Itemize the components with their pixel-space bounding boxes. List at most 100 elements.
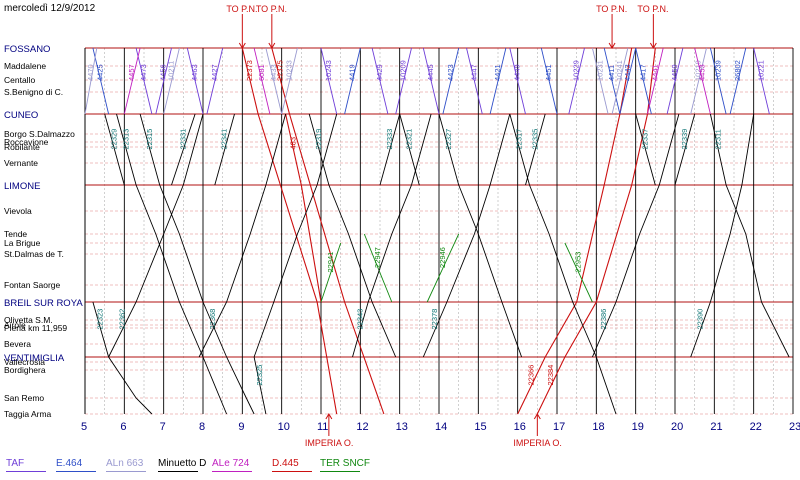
train-number-label: 4411 [607, 65, 616, 81]
train-path [104, 113, 125, 186]
train-path [92, 47, 110, 115]
hour-tick-label: 15 [474, 421, 486, 433]
terminus-annotation: IMPERIA O. [305, 438, 354, 448]
station-label: LIMONE [4, 181, 40, 192]
train-number-label: 10239 [713, 60, 722, 81]
train-number-label: 22321 [405, 129, 414, 150]
page-title: mercoledì 12/9/2012 [4, 3, 96, 14]
hour-tick-label: 6 [120, 421, 126, 433]
train-number-label: 4419 [347, 64, 356, 81]
train-path [371, 47, 389, 115]
train-number-label: 22329 [110, 129, 119, 150]
train-number-label: 22339 [680, 129, 689, 150]
train-path [352, 113, 432, 358]
train-path [399, 113, 420, 186]
train-path [509, 47, 526, 115]
train-path [635, 113, 656, 186]
train-number-label: 10241 [615, 60, 624, 81]
train-path [694, 47, 711, 115]
train-number-label: 26802 [733, 60, 742, 81]
train-number-label: 22366 [526, 365, 535, 386]
hour-tick-label: 10 [278, 421, 290, 433]
train-path [135, 47, 153, 115]
train-path [442, 47, 460, 115]
train-number-label: 4456 [159, 64, 168, 81]
station-label: La Brigue [4, 238, 41, 248]
train-number-label: 483 [288, 137, 297, 150]
train-path [603, 47, 621, 115]
train-number-label: 22319 [314, 129, 323, 150]
hour-tick-label: 12 [356, 421, 368, 433]
train-number-label: 4459 [670, 64, 679, 81]
hour-tick-label: 13 [396, 421, 408, 433]
train-number-label: 22315 [145, 129, 154, 150]
legend-entry: D.445 [272, 458, 299, 469]
train-path [753, 47, 770, 115]
train-number-label: 22317 [515, 129, 524, 150]
train-number-label: 22343 [355, 309, 364, 330]
train-number-label: 10221 [757, 60, 766, 81]
train-number-label: 4417 [639, 64, 648, 81]
train-number-label: 4449 [513, 64, 522, 81]
train-number-label: 22362 [117, 309, 126, 330]
station-label: Maddalene [4, 61, 46, 71]
station-label: S.Benigno di C. [4, 87, 63, 97]
train-number-label: 10243 [324, 60, 333, 81]
hour-tick-label: 8 [199, 421, 205, 433]
train-number-label: 10229 [572, 60, 581, 81]
train-path [253, 47, 271, 115]
train-path [344, 47, 361, 115]
terminus-annotation: TO P.N. [256, 4, 287, 14]
train-path [186, 47, 204, 115]
train-path [108, 113, 204, 358]
train-number-label: 4463 [190, 64, 199, 81]
station-label: FOSSANO [4, 44, 50, 55]
station-label: Tende [4, 229, 27, 239]
train-path [155, 47, 172, 115]
train-path [635, 47, 652, 115]
train-path [379, 113, 401, 186]
hour-tick-label: 23 [789, 421, 800, 433]
train-number-label: 4429 [375, 64, 384, 81]
train-path [619, 47, 637, 115]
train-number-label: 4453 [698, 64, 707, 81]
train-number-label: 10211 [167, 61, 176, 81]
train-path [241, 47, 338, 415]
train-path [489, 47, 507, 115]
legend-swatch [212, 471, 252, 472]
train-path [123, 47, 141, 115]
train-path [422, 47, 440, 115]
station-label: Olivetta S.M. [4, 315, 53, 325]
train-number-label: 4423 [446, 64, 455, 81]
train-number-label: 22368 [208, 309, 217, 330]
terminus-annotation: TO P.N. [637, 4, 668, 14]
train-path [285, 113, 322, 303]
station-label: Taggia Arma [4, 409, 52, 419]
station-label: St.Dalmas de T. [4, 249, 64, 259]
legend-swatch [272, 471, 312, 472]
station-label: Bordighera [4, 365, 46, 375]
train-path [363, 233, 393, 303]
train-path [271, 47, 385, 415]
legend-entry: TAF [6, 458, 25, 469]
train-number-label: 10219 [694, 60, 703, 81]
train-path [466, 47, 483, 115]
train-number-label: 22341 [220, 129, 229, 150]
hour-tick-label: 17 [553, 421, 565, 433]
train-number-label: 22373 [245, 60, 254, 81]
train-path [320, 47, 338, 115]
train-path [422, 113, 511, 358]
train-path [395, 47, 412, 115]
station-label: Fontan Saorge [4, 280, 61, 290]
legend-swatch [320, 471, 360, 472]
hour-tick-label: 22 [750, 421, 762, 433]
annotation-arrowhead [649, 42, 657, 49]
legend-entry: TER SNCF [320, 458, 370, 469]
train-path [709, 47, 727, 115]
train-number-label: 22325 [255, 365, 264, 386]
train-path [84, 47, 98, 115]
train-number-label: 22947 [373, 247, 382, 268]
train-number-label: 10231 [595, 60, 604, 81]
train-path [674, 113, 696, 186]
station-label: Bevera [4, 339, 31, 349]
